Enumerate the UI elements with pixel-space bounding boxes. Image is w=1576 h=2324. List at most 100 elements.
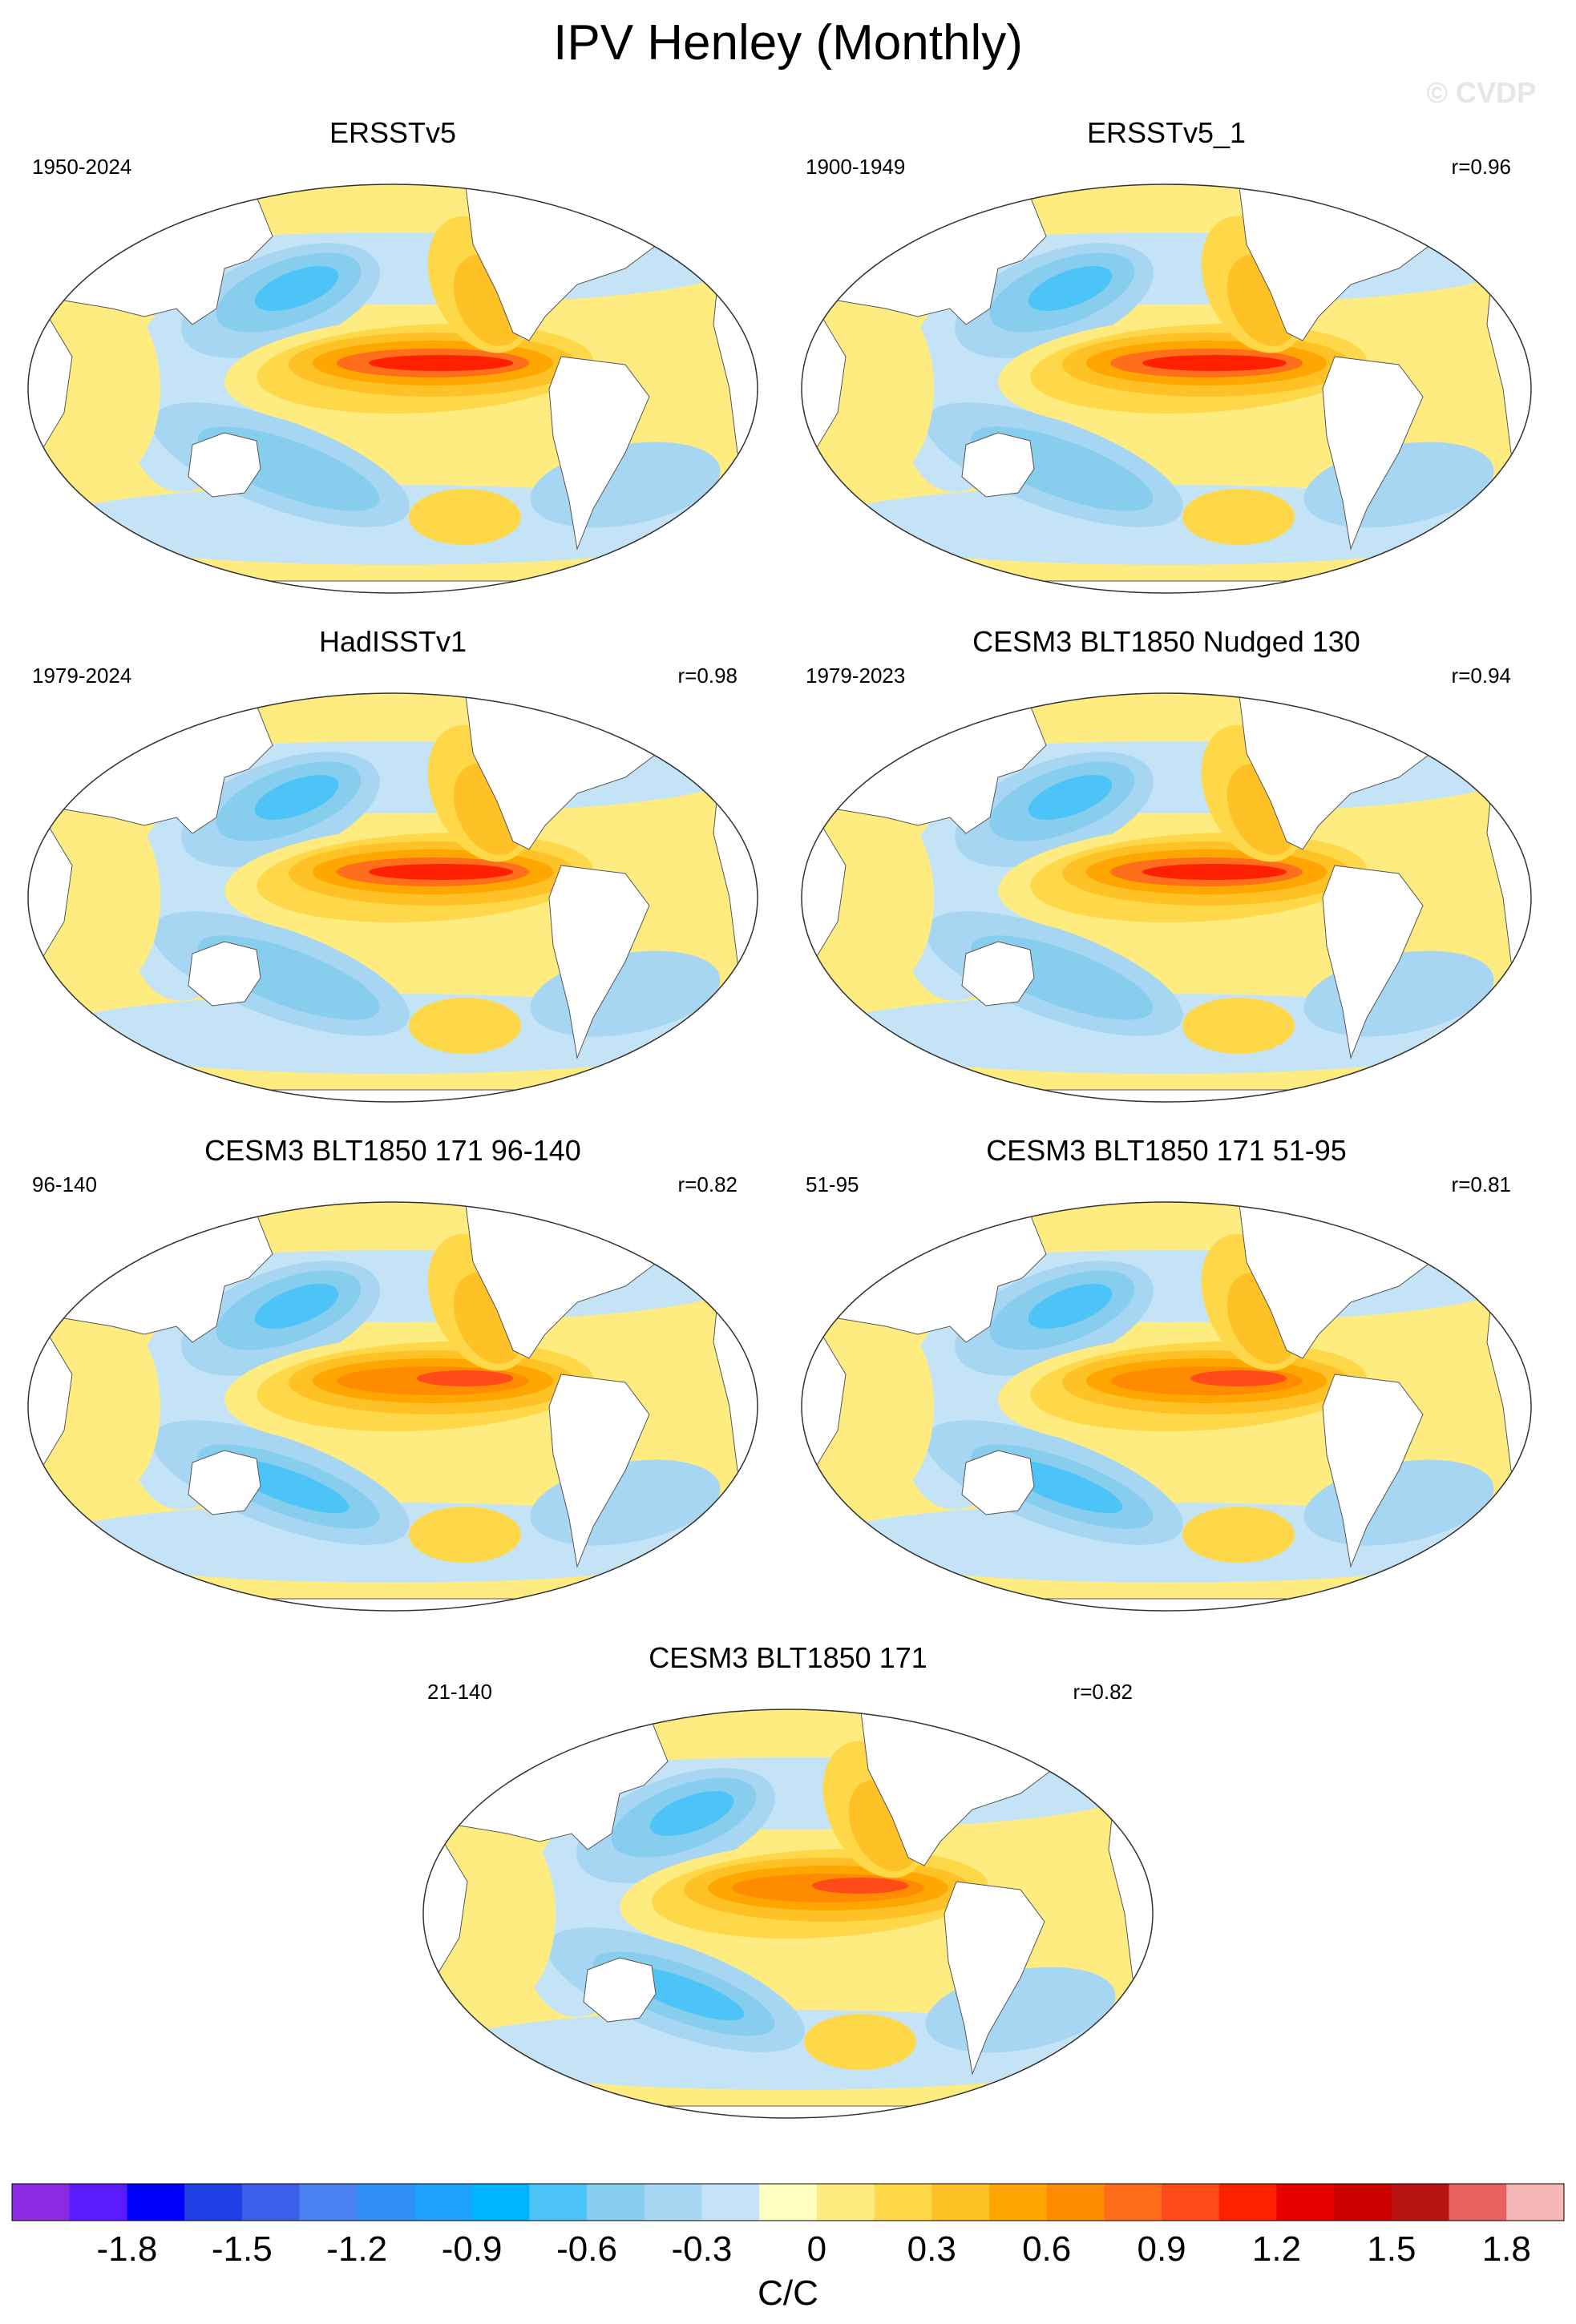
panel-correlation: r=0.82 [1073, 1680, 1133, 1704]
sst-field [423, 1709, 1153, 2118]
anomaly-contour [1028, 266, 1113, 311]
sst-field [28, 1202, 758, 1611]
colorbar-bin [988, 2184, 1048, 2221]
anomaly-contour [1028, 1284, 1113, 1329]
map-panel-cesm3-96-140: CESM3 BLT1850 171 96-140 96-140 r=0.82 [16, 1134, 770, 1631]
map-panel-cesm3-nudged: CESM3 BLT1850 Nudged 130 1979-2023 r=0.9… [790, 625, 1543, 1122]
colorbar-bin [299, 2184, 358, 2221]
figure-title: IPV Henley (Monthly) [553, 15, 1023, 71]
anomaly-contour [64, 301, 160, 477]
colorbar-bin [357, 2184, 415, 2221]
colorbar-bin [1449, 2184, 1507, 2221]
colorbar-bin [529, 2184, 588, 2221]
colorbar-bin [241, 2184, 301, 2221]
panel-period: 51-95 [806, 1172, 859, 1196]
sst-field [802, 184, 1531, 593]
colorbar-tick-label: -0.9 [442, 2229, 503, 2269]
world-map [27, 692, 758, 1103]
colorbar-tick-label: 1.8 [1482, 2229, 1531, 2269]
colorbar-tick-label: 0.9 [1137, 2229, 1186, 2269]
colorbar-tick-label: 0 [807, 2229, 826, 2269]
map-outline [27, 184, 758, 594]
colorbar-bin [644, 2184, 702, 2221]
colorbar-bin [1104, 2184, 1162, 2221]
colorbar-tick-label: 1.5 [1367, 2229, 1416, 2269]
colorbar-bin [701, 2184, 760, 2221]
panel-correlation: r=0.98 [677, 664, 737, 688]
world-map [422, 1709, 1154, 2119]
colorbar-bin [1334, 2184, 1392, 2221]
panel-period: 1979-2023 [806, 664, 906, 688]
colorbar-bin [587, 2184, 645, 2221]
colorbar-bin [1162, 2184, 1220, 2221]
panel-correlation: r=0.94 [1451, 664, 1511, 688]
anomaly-contour [417, 1370, 513, 1386]
panel-correlation: r=0.81 [1451, 1172, 1511, 1196]
colorbar-bin [874, 2184, 932, 2221]
colorbar-bin [1046, 2184, 1105, 2221]
anomaly-contour [254, 1284, 339, 1329]
cvdp-watermark: © CVDP [1426, 76, 1536, 109]
anomaly-contour [1142, 864, 1287, 880]
world-map [801, 692, 1532, 1103]
sst-field [802, 1202, 1531, 1611]
map-outline [801, 184, 1532, 594]
colorbar-tick-label: 0.3 [907, 2229, 956, 2269]
anomaly-contour [459, 1826, 556, 2002]
colorbar-bin [127, 2184, 185, 2221]
anomaly-contour [1182, 998, 1295, 1054]
panel-correlation: r=0.82 [677, 1172, 737, 1196]
colorbar-bin [759, 2184, 818, 2221]
colorbar-tick-label: -1.2 [326, 2229, 387, 2269]
panel-period: 21-140 [427, 1680, 492, 1704]
sst-field [28, 184, 758, 593]
map-panel-cesm3-51-95: CESM3 BLT1850 171 51-95 51-95 r=0.81 [790, 1134, 1543, 1631]
colorbar-tick-label: -0.3 [672, 2229, 733, 2269]
panel-period: 1900-1949 [806, 155, 906, 179]
anomaly-contour [1182, 1507, 1295, 1563]
colorbar-bin [184, 2184, 243, 2221]
colorbar-bin [1276, 2184, 1335, 2221]
anomaly-contour [369, 864, 513, 880]
anomaly-contour [1028, 775, 1113, 820]
panel-title: CESM3 BLT1850 Nudged 130 [972, 625, 1360, 658]
anomaly-contour [838, 1318, 934, 1495]
panel-title: CESM3 BLT1850 171 [649, 1641, 927, 1674]
panel-title: CESM3 BLT1850 171 51-95 [986, 1134, 1347, 1167]
colorbar-tick-label: -1.5 [212, 2229, 273, 2269]
anomaly-contour [409, 489, 521, 545]
world-map [27, 184, 758, 594]
anomaly-contour [838, 301, 934, 477]
panel-correlation: r=0.96 [1451, 155, 1511, 179]
world-map [801, 184, 1532, 594]
anomaly-contour [254, 266, 339, 311]
panel-period: 96-140 [32, 1172, 97, 1196]
world-map [27, 1201, 758, 1612]
anomaly-contour [409, 998, 521, 1054]
map-panel-cesm3-21-140: CESM3 BLT1850 171 21-140 r=0.82 [411, 1641, 1165, 2138]
colorbar-tick-label: -0.6 [556, 2229, 617, 2269]
anomaly-contour [1182, 489, 1295, 545]
anomaly-contour [1142, 355, 1287, 371]
anomaly-contour [812, 1878, 908, 1894]
map-outline [801, 692, 1532, 1103]
anomaly-contour [409, 1507, 521, 1563]
colorbar-tick-label: 1.2 [1252, 2229, 1301, 2269]
anomaly-contour [369, 355, 513, 371]
colorbar-bin [1506, 2184, 1565, 2221]
anomaly-contour [649, 1791, 734, 1836]
colorbar-units: C/C [758, 2274, 818, 2313]
panel-period: 1950-2024 [32, 155, 132, 179]
map-panel-ersstv5: ERSSTv5 1950-2024 [16, 116, 770, 613]
sst-field [28, 693, 758, 1102]
world-map [801, 1201, 1532, 1612]
panel-title: ERSSTv5_1 [1086, 116, 1247, 149]
anomaly-contour [254, 775, 339, 820]
anomaly-contour [804, 2014, 916, 2070]
colorbar-bin [471, 2184, 530, 2221]
map-panel-hadisstv1: HadISSTv1 1979-2024 r=0.98 [16, 625, 770, 1122]
map-outline [27, 1201, 758, 1612]
colorbar-tick-label: -1.8 [96, 2229, 157, 2269]
colorbar-bin [1218, 2184, 1277, 2221]
map-outline [27, 692, 758, 1103]
